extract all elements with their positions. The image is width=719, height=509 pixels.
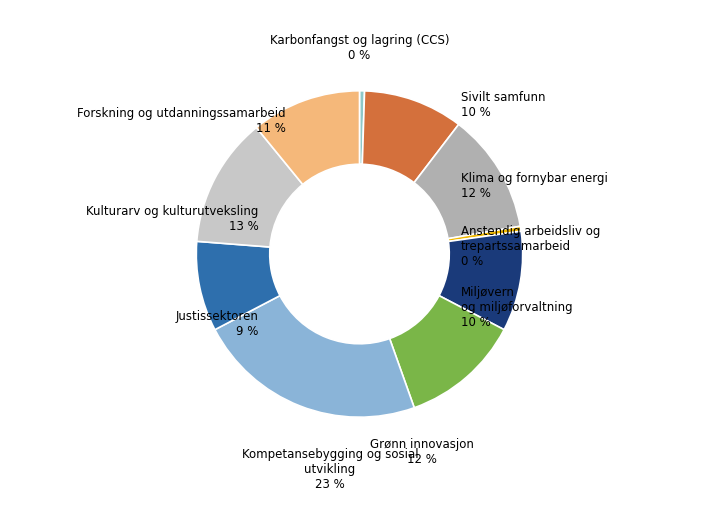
Wedge shape	[257, 92, 360, 185]
Text: Klima og fornybar energi
12 %: Klima og fornybar energi 12 %	[461, 172, 608, 200]
Wedge shape	[360, 92, 365, 165]
Wedge shape	[197, 128, 303, 247]
Wedge shape	[448, 227, 521, 242]
Text: Grønn innovasjon
12 %: Grønn innovasjon 12 %	[370, 437, 473, 465]
Text: Miljøvern
og miljøforvaltning
10 %: Miljøvern og miljøforvaltning 10 %	[461, 285, 572, 328]
Text: Karbonfangst og lagring (CCS)
0 %: Karbonfangst og lagring (CCS) 0 %	[270, 34, 449, 62]
Text: Kompetansebygging og sosial
utvikling
23 %: Kompetansebygging og sosial utvikling 23…	[242, 447, 418, 490]
Wedge shape	[414, 125, 521, 239]
Text: Forskning og utdanningssamarbeid
11 %: Forskning og utdanningssamarbeid 11 %	[78, 107, 286, 135]
Text: Kulturarv og kulturutveksling
13 %: Kulturarv og kulturutveksling 13 %	[86, 205, 258, 233]
Wedge shape	[196, 242, 280, 330]
Text: Sivilt samfunn
10 %: Sivilt samfunn 10 %	[461, 91, 545, 119]
Wedge shape	[439, 232, 523, 330]
Text: Justissektoren
9 %: Justissektoren 9 %	[175, 309, 258, 337]
Wedge shape	[215, 296, 414, 417]
Wedge shape	[390, 296, 504, 408]
Wedge shape	[362, 92, 459, 183]
Text: Anstendig arbeidsliv og
trepartssamarbeid
0 %: Anstendig arbeidsliv og trepartssamarbei…	[461, 225, 600, 268]
